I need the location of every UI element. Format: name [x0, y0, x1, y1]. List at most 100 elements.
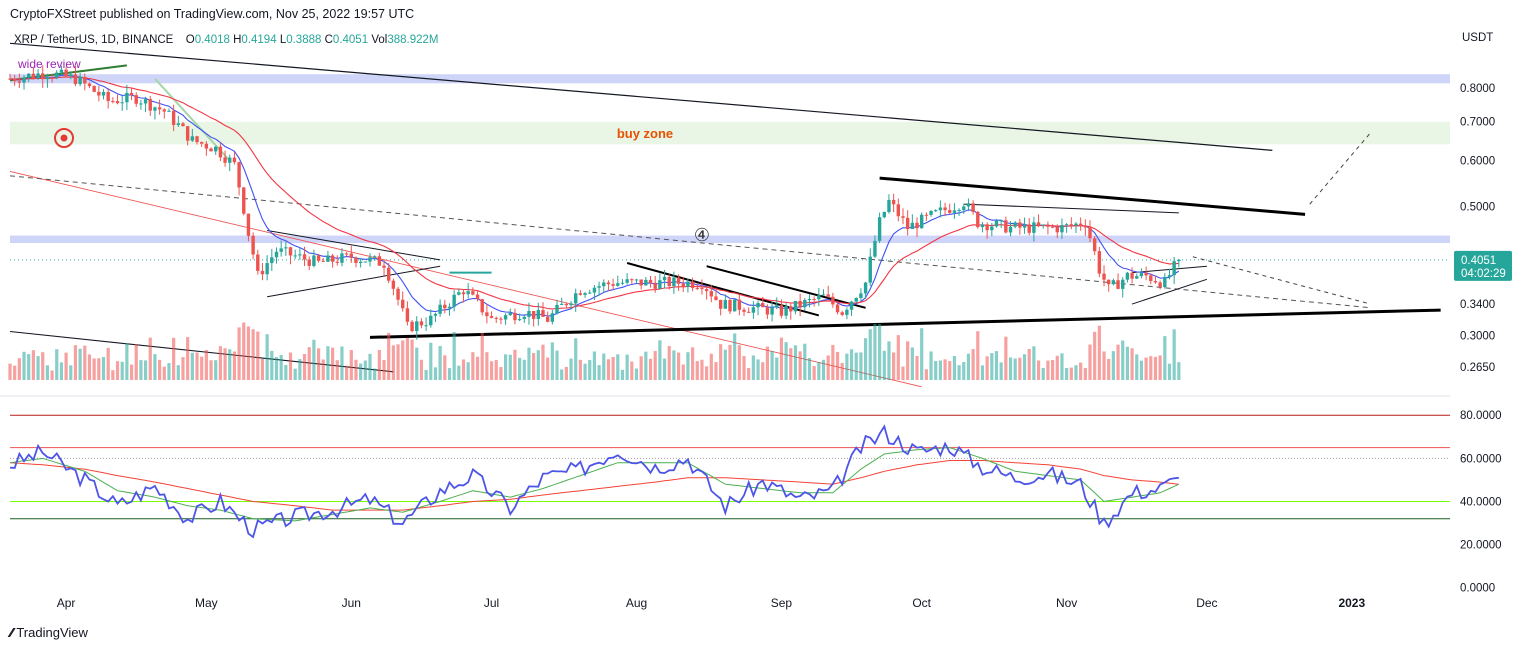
- tradingview-logo[interactable]: ⁄⁄ TradingView: [10, 625, 88, 640]
- descending-resistance: [879, 176, 1306, 216]
- volume-bar: [719, 344, 723, 380]
- candle: [807, 294, 812, 308]
- volume-bar: [672, 350, 676, 380]
- volume-bar: [592, 351, 597, 380]
- candle-body: [527, 310, 531, 317]
- candle-body: [877, 217, 882, 241]
- volume-bar: [401, 340, 405, 380]
- volume-bar: [803, 343, 807, 380]
- currency-label: USDT: [1462, 32, 1494, 44]
- candle-body: [826, 294, 830, 297]
- candle: [877, 212, 882, 244]
- volume-bar: [438, 345, 442, 380]
- volume-bar: [1036, 360, 1041, 380]
- candle: [1083, 219, 1088, 236]
- candle-body: [302, 254, 307, 260]
- volume-bar: [195, 352, 199, 380]
- candle: [681, 276, 685, 293]
- candle-body: [143, 99, 148, 104]
- candle-body: [401, 299, 405, 309]
- candle-body: [770, 307, 774, 315]
- volume-bar: [41, 352, 45, 380]
- candle-body: [92, 86, 96, 92]
- candle-body: [863, 282, 868, 294]
- candle: [363, 261, 368, 263]
- volume-bar: [569, 358, 573, 380]
- candle: [704, 286, 709, 300]
- candle-body: [260, 270, 265, 275]
- candle: [751, 301, 756, 319]
- volume-bar: [410, 339, 414, 380]
- candle: [358, 258, 363, 268]
- candle-body: [27, 73, 31, 78]
- candle: [410, 319, 414, 333]
- candle-body: [256, 254, 260, 271]
- volume-bar: [639, 356, 643, 380]
- candle: [966, 198, 971, 212]
- candle-body: [321, 260, 325, 262]
- candle: [475, 291, 480, 302]
- candle-body: [316, 255, 321, 261]
- candle-body: [101, 91, 106, 96]
- price-tick-label: 0.7000: [1460, 117, 1495, 129]
- candle-body: [1163, 276, 1167, 288]
- candle: [1064, 223, 1069, 233]
- volume-bar: [396, 344, 400, 380]
- x-tick-label: Sep: [771, 596, 793, 610]
- candle: [302, 246, 307, 267]
- candle: [583, 291, 587, 298]
- volume-bar: [920, 328, 924, 380]
- candle-body: [55, 72, 59, 78]
- candle: [686, 278, 690, 293]
- candle-body: [887, 199, 891, 213]
- candle: [1116, 273, 1120, 290]
- candle: [1018, 218, 1022, 235]
- candle: [929, 210, 933, 217]
- volume-bar: [321, 359, 325, 380]
- candle: [616, 275, 620, 287]
- candle-body: [1022, 224, 1027, 228]
- candle: [747, 307, 751, 313]
- candle-body: [910, 222, 915, 230]
- candle-body: [349, 253, 353, 258]
- candle-body: [592, 287, 597, 293]
- volume-bar: [630, 361, 634, 380]
- candle: [779, 299, 784, 319]
- candle-body: [597, 286, 601, 288]
- volume-bar: [181, 357, 185, 380]
- candle: [905, 210, 910, 236]
- candle: [499, 316, 503, 325]
- volume-bar: [878, 324, 882, 380]
- volume-bar: [1079, 362, 1083, 380]
- candle-body: [765, 307, 770, 315]
- publisher-caption: CryptoFXStreet published on TradingView.…: [10, 7, 415, 21]
- volume-bar: [1130, 348, 1134, 380]
- candle: [1036, 214, 1041, 228]
- zone-band: [10, 235, 1450, 244]
- candle: [387, 263, 391, 284]
- candle: [1177, 258, 1181, 268]
- close-label: C: [324, 34, 333, 46]
- candle-body: [335, 261, 339, 263]
- volume-bar: [971, 349, 975, 380]
- candle: [1074, 222, 1078, 234]
- candle-body: [1092, 238, 1097, 252]
- open-value: 0.4018: [194, 34, 230, 46]
- rsi-ma-slow-line: [9, 460, 1179, 511]
- volume-bar: [980, 365, 985, 380]
- candle-body: [410, 321, 414, 332]
- volume-bar: [36, 356, 40, 380]
- candle: [957, 208, 961, 216]
- volume-bar: [859, 352, 863, 380]
- volume-bar: [1050, 360, 1055, 380]
- candle-body: [1060, 225, 1064, 233]
- volume-bar: [742, 356, 746, 380]
- volume-bar: [751, 355, 755, 380]
- candle: [368, 253, 372, 267]
- volume-bar: [242, 322, 246, 380]
- candle: [143, 96, 148, 113]
- volume-bar: [330, 347, 335, 380]
- candle: [382, 259, 386, 276]
- price-tick-label: 0.5000: [1460, 202, 1495, 214]
